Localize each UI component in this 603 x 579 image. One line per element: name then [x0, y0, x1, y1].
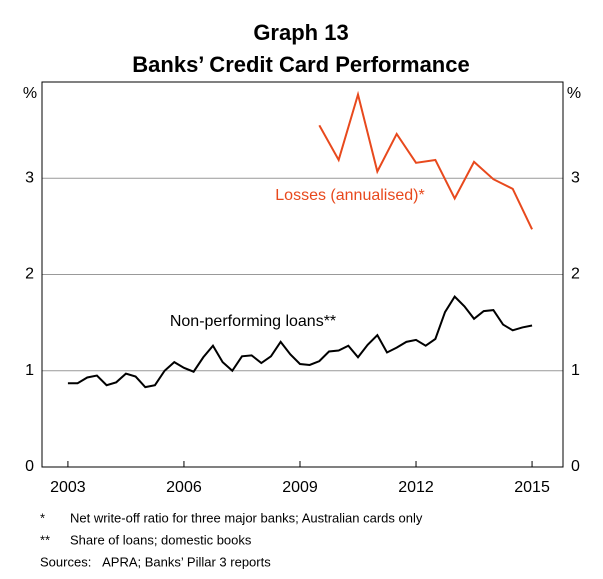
- x-tick-label: 2012: [398, 479, 434, 496]
- y-tick-label: 0: [25, 458, 34, 475]
- y2-tick-label: 2: [571, 266, 580, 283]
- x-tick-label: 2009: [282, 479, 318, 496]
- x-tick-label: 2003: [50, 479, 86, 496]
- sources: Sources: APRA; Banks’ Pillar 3 reports: [40, 554, 271, 569]
- footnote-mark: *: [40, 510, 45, 525]
- series-line: [318, 90, 533, 230]
- y-axis-label: %: [23, 85, 37, 102]
- chart-subtitle: Banks’ Credit Card Performance: [132, 52, 469, 77]
- plot-frame: [41, 81, 564, 468]
- series-label: Non-performing loans**: [170, 313, 336, 330]
- series-line: [67, 295, 533, 389]
- chart-title: Graph 13: [253, 20, 348, 45]
- footnote: Share of loans; domestic books: [70, 532, 252, 547]
- series-label: Losses (annualised)*: [275, 187, 424, 204]
- x-tick-label: 2015: [514, 479, 550, 496]
- x-tick-label: 2006: [166, 479, 202, 496]
- y-tick-label: 2: [25, 266, 34, 283]
- y2-tick-label: 0: [571, 458, 580, 475]
- y-tick-label: 1: [25, 362, 34, 379]
- y2-axis-label: %: [567, 85, 581, 102]
- footnote-mark: **: [40, 532, 50, 547]
- y2-tick-label: 1: [571, 362, 580, 379]
- y-tick-label: 3: [25, 169, 34, 186]
- y2-tick-label: 3: [571, 169, 580, 186]
- footnote: Net write-off ratio for three major bank…: [70, 510, 423, 525]
